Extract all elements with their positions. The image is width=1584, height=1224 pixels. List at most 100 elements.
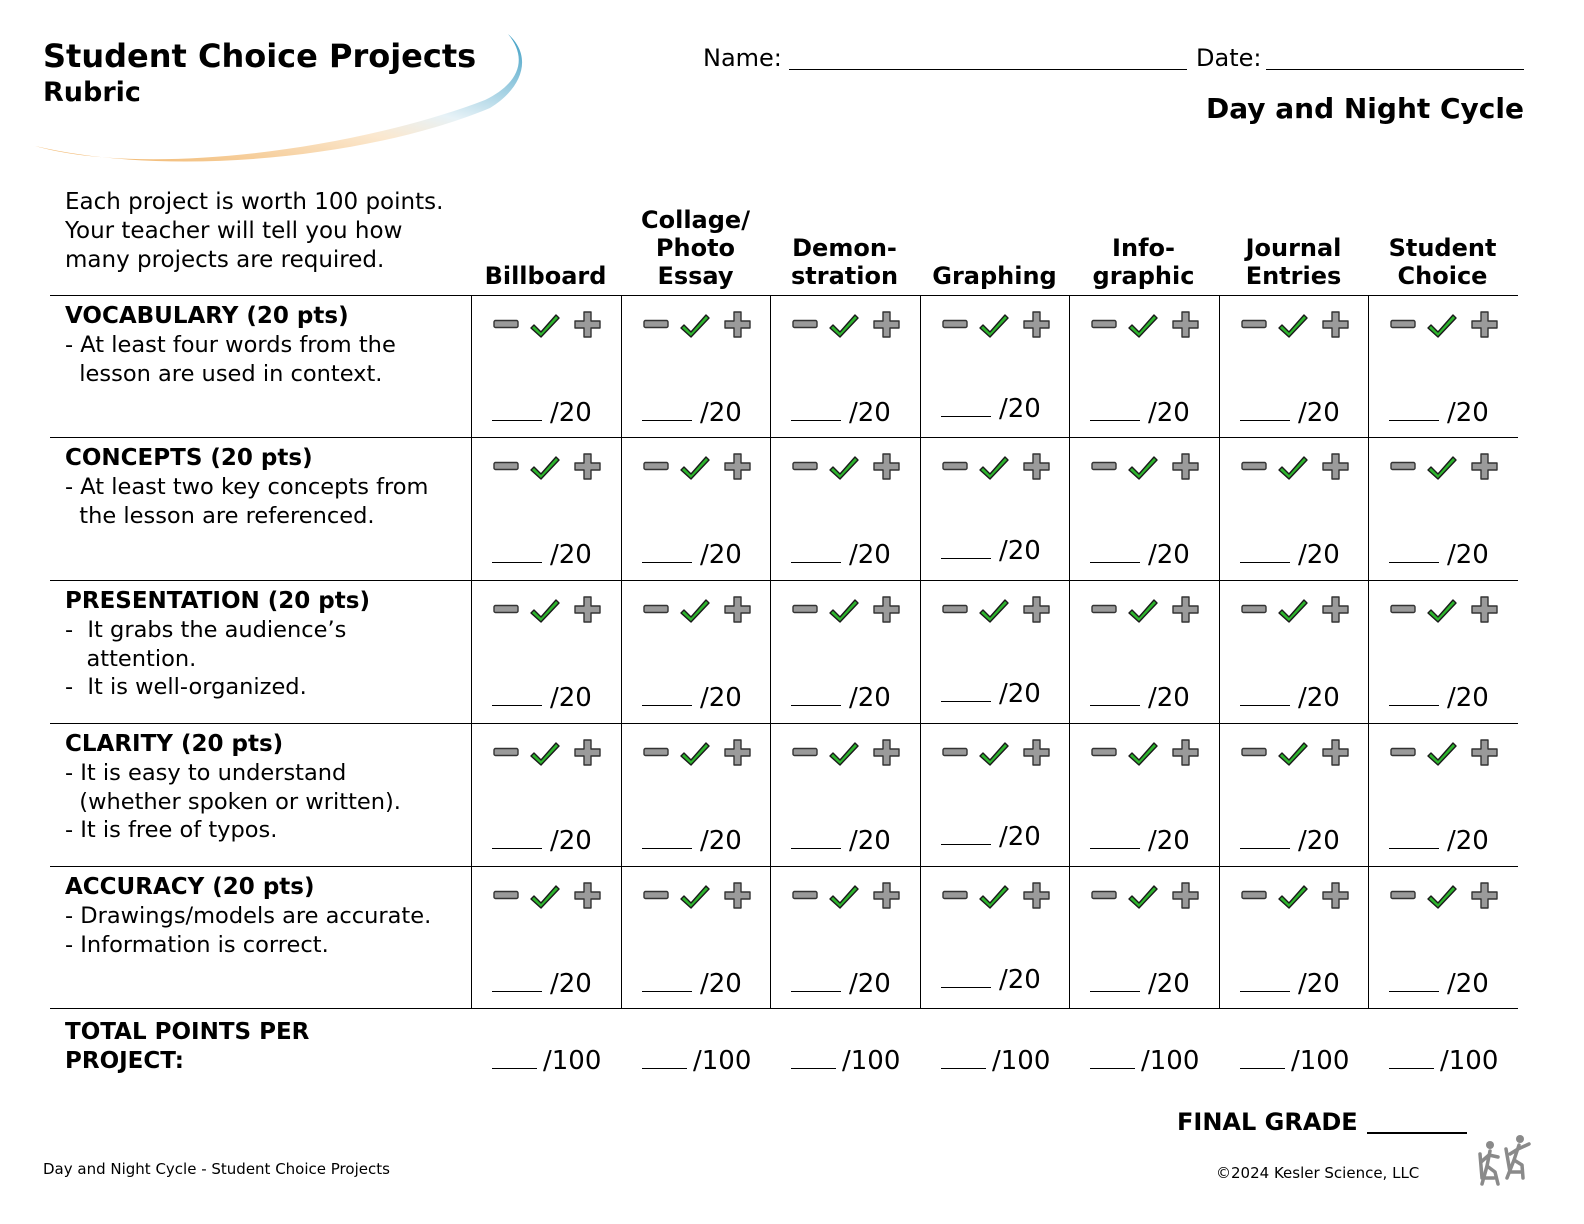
minus-icon[interactable] <box>643 319 669 329</box>
minus-icon[interactable] <box>942 747 968 757</box>
minus-icon[interactable] <box>792 461 818 471</box>
checkmark-icon[interactable] <box>829 599 859 623</box>
plus-icon[interactable] <box>1322 739 1349 766</box>
checkmark-icon[interactable] <box>979 885 1009 909</box>
score-blank[interactable] <box>1389 542 1439 563</box>
plus-icon[interactable] <box>1471 311 1498 338</box>
minus-icon[interactable] <box>1241 747 1267 757</box>
checkmark-icon[interactable] <box>1427 456 1457 480</box>
score-blank[interactable] <box>1090 400 1140 421</box>
score-blank[interactable] <box>1240 685 1290 706</box>
checkmark-icon[interactable] <box>829 885 859 909</box>
checkmark-icon[interactable] <box>829 314 859 338</box>
score-blank[interactable] <box>492 400 542 421</box>
plus-icon[interactable] <box>724 739 751 766</box>
minus-icon[interactable] <box>1241 604 1267 614</box>
minus-icon[interactable] <box>1241 319 1267 329</box>
minus-icon[interactable] <box>493 890 519 900</box>
score-blank[interactable] <box>941 538 991 559</box>
plus-icon[interactable] <box>1023 453 1050 480</box>
checkmark-icon[interactable] <box>979 456 1009 480</box>
minus-icon[interactable] <box>1241 890 1267 900</box>
minus-icon[interactable] <box>942 604 968 614</box>
minus-icon[interactable] <box>1390 461 1416 471</box>
minus-icon[interactable] <box>643 461 669 471</box>
score-blank[interactable] <box>1090 971 1140 992</box>
checkmark-icon[interactable] <box>530 742 560 766</box>
minus-icon[interactable] <box>792 890 818 900</box>
score-blank[interactable] <box>941 967 991 988</box>
plus-icon[interactable] <box>574 882 601 909</box>
checkmark-icon[interactable] <box>1278 742 1308 766</box>
plus-icon[interactable] <box>1322 453 1349 480</box>
plus-icon[interactable] <box>1172 453 1199 480</box>
score-blank[interactable] <box>941 396 991 417</box>
plus-icon[interactable] <box>1023 882 1050 909</box>
minus-icon[interactable] <box>643 890 669 900</box>
score-blank[interactable] <box>642 828 692 849</box>
minus-icon[interactable] <box>792 604 818 614</box>
checkmark-icon[interactable] <box>1278 599 1308 623</box>
final-grade-field[interactable] <box>1367 1132 1467 1134</box>
score-blank[interactable] <box>791 971 841 992</box>
checkmark-icon[interactable] <box>530 599 560 623</box>
minus-icon[interactable] <box>493 604 519 614</box>
checkmark-icon[interactable] <box>680 885 710 909</box>
checkmark-icon[interactable] <box>829 456 859 480</box>
score-blank[interactable] <box>1240 971 1290 992</box>
checkmark-icon[interactable] <box>1128 599 1158 623</box>
score-blank[interactable] <box>492 542 542 563</box>
score-blank[interactable] <box>642 400 692 421</box>
plus-icon[interactable] <box>1471 596 1498 623</box>
checkmark-icon[interactable] <box>530 456 560 480</box>
score-blank[interactable] <box>1240 542 1290 563</box>
checkmark-icon[interactable] <box>530 314 560 338</box>
total-blank[interactable] <box>1389 1048 1434 1069</box>
plus-icon[interactable] <box>1023 596 1050 623</box>
score-blank[interactable] <box>1240 400 1290 421</box>
name-field[interactable] <box>789 69 1187 70</box>
minus-icon[interactable] <box>792 319 818 329</box>
plus-icon[interactable] <box>873 311 900 338</box>
score-blank[interactable] <box>642 685 692 706</box>
minus-icon[interactable] <box>1091 604 1117 614</box>
score-blank[interactable] <box>941 824 991 845</box>
score-blank[interactable] <box>642 542 692 563</box>
score-blank[interactable] <box>791 828 841 849</box>
score-blank[interactable] <box>1389 400 1439 421</box>
minus-icon[interactable] <box>643 604 669 614</box>
checkmark-icon[interactable] <box>680 742 710 766</box>
score-blank[interactable] <box>1389 971 1439 992</box>
minus-icon[interactable] <box>1091 747 1117 757</box>
score-blank[interactable] <box>1090 685 1140 706</box>
plus-icon[interactable] <box>873 596 900 623</box>
checkmark-icon[interactable] <box>680 456 710 480</box>
minus-icon[interactable] <box>1091 890 1117 900</box>
score-blank[interactable] <box>492 685 542 706</box>
score-blank[interactable] <box>1240 828 1290 849</box>
minus-icon[interactable] <box>1390 890 1416 900</box>
checkmark-icon[interactable] <box>979 599 1009 623</box>
minus-icon[interactable] <box>942 319 968 329</box>
checkmark-icon[interactable] <box>1278 314 1308 338</box>
minus-icon[interactable] <box>1091 461 1117 471</box>
minus-icon[interactable] <box>1390 747 1416 757</box>
checkmark-icon[interactable] <box>1427 599 1457 623</box>
plus-icon[interactable] <box>873 882 900 909</box>
score-blank[interactable] <box>1389 685 1439 706</box>
checkmark-icon[interactable] <box>979 314 1009 338</box>
total-blank[interactable] <box>642 1048 687 1069</box>
plus-icon[interactable] <box>574 739 601 766</box>
checkmark-icon[interactable] <box>1427 885 1457 909</box>
minus-icon[interactable] <box>942 890 968 900</box>
total-blank[interactable] <box>492 1048 537 1069</box>
plus-icon[interactable] <box>1322 311 1349 338</box>
plus-icon[interactable] <box>1471 882 1498 909</box>
minus-icon[interactable] <box>493 747 519 757</box>
total-blank[interactable] <box>1090 1048 1135 1069</box>
checkmark-icon[interactable] <box>1128 456 1158 480</box>
plus-icon[interactable] <box>574 453 601 480</box>
score-blank[interactable] <box>791 685 841 706</box>
date-field[interactable] <box>1266 69 1524 70</box>
checkmark-icon[interactable] <box>979 742 1009 766</box>
